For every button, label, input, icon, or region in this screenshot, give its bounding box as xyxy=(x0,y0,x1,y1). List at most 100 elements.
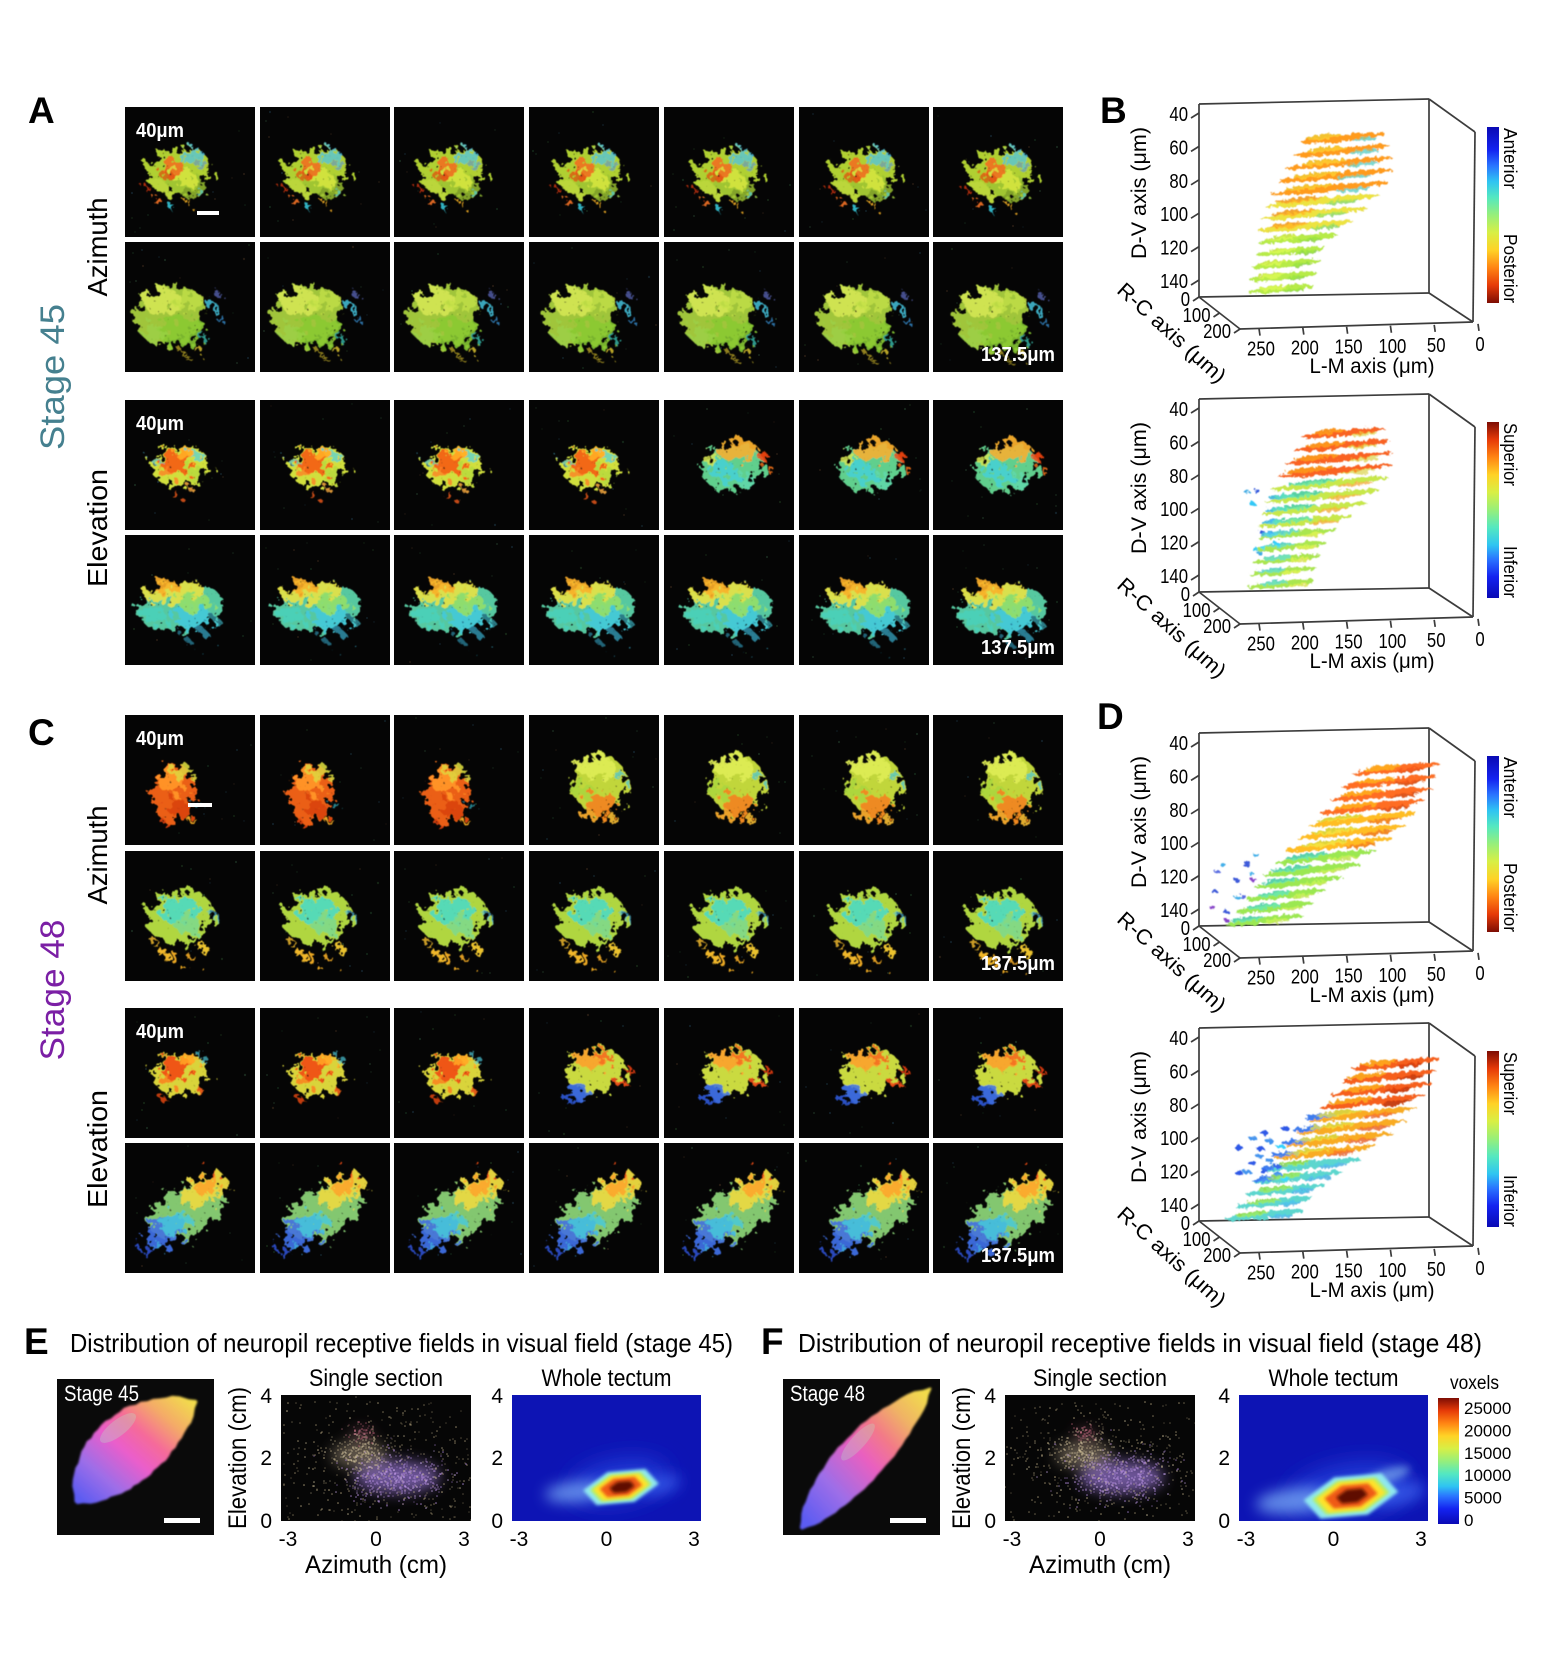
svg-text:-3: -3 xyxy=(1003,1528,1022,1551)
svg-text:100: 100 xyxy=(1160,1128,1188,1150)
svg-text:A: A xyxy=(28,90,55,131)
svg-text:250: 250 xyxy=(1247,634,1275,656)
svg-text:L-M axis (μm): L-M axis (μm) xyxy=(1310,984,1435,1007)
svg-text:D-V axis (μm): D-V axis (μm) xyxy=(1128,1051,1151,1183)
svg-text:40: 40 xyxy=(1169,733,1188,755)
svg-text:0: 0 xyxy=(260,1510,272,1533)
svg-text:-3: -3 xyxy=(279,1528,298,1551)
svg-text:voxels: voxels xyxy=(1450,1373,1499,1394)
svg-text:40: 40 xyxy=(1169,104,1188,126)
svg-text:D-V axis (μm): D-V axis (μm) xyxy=(1128,756,1151,888)
svg-text:0: 0 xyxy=(1475,963,1484,985)
svg-text:F: F xyxy=(761,1321,784,1362)
svg-text:0: 0 xyxy=(1328,1528,1340,1551)
svg-text:40: 40 xyxy=(1169,399,1188,421)
svg-text:137.5μm: 137.5μm xyxy=(981,1245,1055,1267)
svg-text:0: 0 xyxy=(1475,334,1484,356)
svg-text:140: 140 xyxy=(1160,271,1188,293)
svg-text:Single section: Single section xyxy=(1033,1365,1167,1392)
svg-text:150: 150 xyxy=(1335,337,1363,359)
svg-text:Whole tectum: Whole tectum xyxy=(1269,1365,1399,1392)
svg-text:250: 250 xyxy=(1247,968,1275,990)
svg-text:0: 0 xyxy=(1218,1510,1230,1533)
svg-text:15000: 15000 xyxy=(1464,1444,1511,1463)
svg-text:D-V axis (μm): D-V axis (μm) xyxy=(1128,127,1151,259)
svg-text:0: 0 xyxy=(1475,629,1484,651)
svg-text:137.5μm: 137.5μm xyxy=(981,344,1055,366)
svg-text:20000: 20000 xyxy=(1464,1421,1511,1440)
svg-text:80: 80 xyxy=(1169,171,1188,193)
svg-text:140: 140 xyxy=(1160,566,1188,588)
svg-text:C: C xyxy=(28,712,55,753)
svg-text:50: 50 xyxy=(1427,630,1446,652)
svg-text:200: 200 xyxy=(1203,616,1231,638)
svg-text:Single section: Single section xyxy=(309,1365,443,1392)
svg-text:0: 0 xyxy=(1181,584,1190,606)
svg-text:120: 120 xyxy=(1160,533,1188,555)
svg-text:100: 100 xyxy=(1160,499,1188,521)
svg-text:40μm: 40μm xyxy=(136,413,184,435)
svg-text:100: 100 xyxy=(1378,336,1406,358)
svg-text:4: 4 xyxy=(984,1385,996,1408)
svg-text:3: 3 xyxy=(1182,1528,1194,1551)
svg-text:Stage 48: Stage 48 xyxy=(34,920,72,1061)
svg-text:60: 60 xyxy=(1169,432,1188,454)
svg-text:5000: 5000 xyxy=(1464,1489,1502,1508)
svg-text:200: 200 xyxy=(1203,950,1231,972)
svg-text:2: 2 xyxy=(491,1447,503,1470)
svg-text:2: 2 xyxy=(1218,1447,1230,1470)
svg-text:Distribution of neuropil recep: Distribution of neuropil receptive field… xyxy=(70,1328,733,1358)
svg-text:200: 200 xyxy=(1291,967,1319,989)
svg-text:0: 0 xyxy=(1475,1258,1484,1280)
svg-text:Stage 45: Stage 45 xyxy=(34,304,72,450)
svg-text:D-V axis (μm): D-V axis (μm) xyxy=(1128,422,1151,554)
svg-text:140: 140 xyxy=(1160,1195,1188,1217)
svg-text:120: 120 xyxy=(1160,238,1188,260)
svg-text:0: 0 xyxy=(601,1528,613,1551)
svg-text:Posterior: Posterior xyxy=(1500,234,1520,303)
svg-text:40μm: 40μm xyxy=(136,1021,184,1043)
svg-text:Elevation (cm): Elevation (cm) xyxy=(948,1387,976,1529)
svg-text:50: 50 xyxy=(1427,964,1446,986)
svg-text:150: 150 xyxy=(1335,966,1363,988)
svg-text:0: 0 xyxy=(1181,1213,1190,1235)
svg-text:3: 3 xyxy=(458,1528,470,1551)
svg-text:250: 250 xyxy=(1247,1263,1275,1285)
svg-text:200: 200 xyxy=(1203,1245,1231,1267)
svg-text:100: 100 xyxy=(1183,1229,1211,1251)
svg-text:Stage 48: Stage 48 xyxy=(790,1381,865,1406)
svg-text:Posterior: Posterior xyxy=(1500,863,1520,932)
svg-text:Superior: Superior xyxy=(1500,1052,1520,1115)
svg-text:3: 3 xyxy=(688,1528,700,1551)
svg-text:40μm: 40μm xyxy=(136,728,184,750)
svg-text:200: 200 xyxy=(1291,1262,1319,1284)
svg-text:Inferior: Inferior xyxy=(1500,546,1520,598)
svg-text:3: 3 xyxy=(1415,1528,1427,1551)
svg-text:Superior: Superior xyxy=(1500,423,1520,486)
svg-text:Azimuth: Azimuth xyxy=(82,198,113,297)
svg-text:0: 0 xyxy=(491,1510,503,1533)
svg-text:Anterior: Anterior xyxy=(1500,128,1520,189)
svg-text:0: 0 xyxy=(370,1528,382,1551)
svg-text:200: 200 xyxy=(1203,321,1231,343)
svg-text:-3: -3 xyxy=(1237,1528,1256,1551)
svg-text:100: 100 xyxy=(1183,600,1211,622)
svg-text:2: 2 xyxy=(984,1447,996,1470)
svg-text:4: 4 xyxy=(260,1385,272,1408)
svg-text:60: 60 xyxy=(1169,1061,1188,1083)
svg-text:140: 140 xyxy=(1160,900,1188,922)
svg-text:Whole tectum: Whole tectum xyxy=(542,1365,672,1392)
svg-text:D: D xyxy=(1097,696,1124,737)
svg-text:4: 4 xyxy=(491,1385,503,1408)
svg-text:L-M axis (μm): L-M axis (μm) xyxy=(1310,650,1435,673)
svg-text:40μm: 40μm xyxy=(136,120,184,142)
svg-text:100: 100 xyxy=(1183,934,1211,956)
svg-text:60: 60 xyxy=(1169,137,1188,159)
svg-text:150: 150 xyxy=(1335,1261,1363,1283)
svg-text:Stage 45: Stage 45 xyxy=(64,1381,139,1406)
svg-text:80: 80 xyxy=(1169,800,1188,822)
svg-text:100: 100 xyxy=(1160,204,1188,226)
svg-text:100: 100 xyxy=(1183,305,1211,327)
svg-text:0: 0 xyxy=(984,1510,996,1533)
svg-text:B: B xyxy=(1100,90,1127,131)
